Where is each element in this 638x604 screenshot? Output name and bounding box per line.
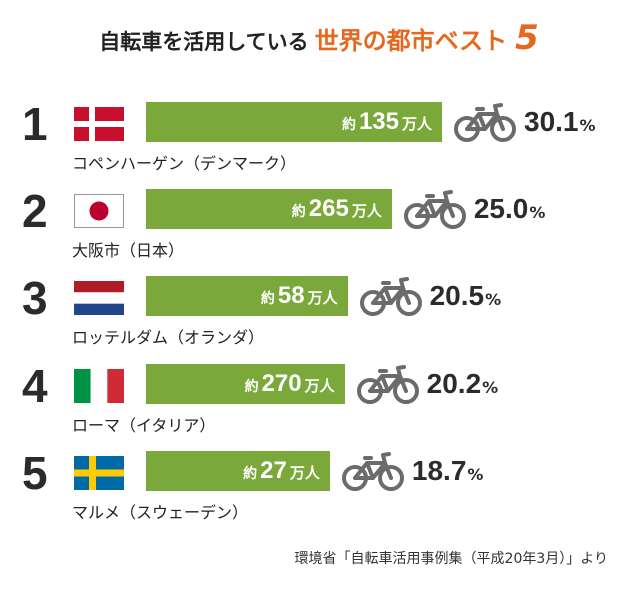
share-percent-sign: % [529, 203, 546, 222]
ranking-row: 2 約 265 万人 25.0% 大阪市（日本） [0, 185, 638, 275]
bar-label-value: 265 [308, 195, 349, 222]
share-value: 30.1 [524, 106, 579, 137]
city-label: ローマ（イタリア） [72, 416, 216, 435]
bicycle-icon [356, 365, 419, 404]
bar-label: 約 265 万人 [292, 189, 382, 229]
bar-label-unit: 万人 [351, 202, 382, 220]
share-label: 30.1% [524, 102, 596, 142]
bar-label-prefix: 約 [244, 379, 259, 395]
share-percent-sign: % [467, 465, 484, 484]
bar-label-value: 135 [358, 108, 399, 135]
bicycle-icon [359, 277, 422, 316]
source-note: 環境省「自転車活用事例集（平成20年3月）」より [294, 551, 608, 567]
city-label: コペンハーゲン（デンマーク） [72, 154, 297, 173]
share-value: 20.2 [426, 368, 482, 399]
share-value: 20.5 [429, 280, 485, 311]
share-label: 20.5% [430, 276, 502, 316]
rank-number: 4 [22, 360, 48, 412]
bar-label-unit: 万人 [289, 464, 320, 482]
chart-title: 自転車を活用している 世界の都市ベスト 5 [0, 18, 638, 58]
city-label: マルメ（スウェーデン） [72, 503, 249, 522]
share-label: 20.2% [427, 364, 499, 404]
title-part-1: 自転車を活用している [99, 30, 309, 54]
bar-label-prefix: 約 [243, 466, 258, 482]
bar-label-value: 58 [277, 282, 305, 309]
bar-label: 約 58 万人 [261, 276, 338, 316]
share-percent-sign: % [482, 378, 499, 397]
italy-flag [74, 369, 124, 403]
rank-number: 1 [22, 98, 48, 150]
share-value: 25.0 [473, 193, 529, 224]
rank-number: 3 [22, 272, 48, 324]
title-part-2: 世界の都市ベスト [314, 27, 508, 55]
share-label: 25.0% [474, 189, 546, 229]
ranking-row: 4 約 270 万人 20.2% ローマ（イタリア） [0, 360, 638, 450]
ranking-row: 3 約 58 万人 20.5% ロッテルダム（オランダ） [0, 272, 638, 362]
bar-label-prefix: 約 [341, 117, 356, 133]
japan-flag [74, 194, 124, 228]
bar-label: 約 135 万人 [342, 102, 432, 142]
share-label: 18.7% [412, 451, 484, 491]
share-value: 18.7 [411, 455, 467, 486]
bar-label-unit: 万人 [304, 377, 335, 395]
bar: 約 265 万人 [146, 189, 392, 229]
bar-label-value: 270 [261, 370, 302, 397]
bicycle-icon [454, 103, 516, 142]
rank-number: 5 [22, 447, 48, 499]
city-label: 大阪市（日本） [72, 241, 185, 260]
title-part-3: 5 [515, 18, 539, 58]
share-percent-sign: % [579, 116, 596, 135]
bar-label-unit: 万人 [307, 289, 338, 307]
bar-label-prefix: 約 [260, 291, 275, 307]
bar-label: 約 270 万人 [245, 364, 335, 404]
sweden-flag [74, 456, 124, 490]
bicycle-icon [341, 452, 404, 491]
bar: 約 27 万人 [146, 451, 330, 491]
bicycle-icon [403, 190, 466, 229]
bar-label-value: 27 [260, 457, 287, 484]
bar: 約 135 万人 [146, 102, 442, 142]
denmark-flag [74, 107, 124, 141]
city-label: ロッテルダム（オランダ） [72, 328, 265, 347]
bar-label: 約 27 万人 [243, 451, 320, 491]
bar-label-prefix: 約 [291, 204, 306, 220]
netherlands-flag [74, 281, 124, 315]
bar: 約 58 万人 [146, 276, 348, 316]
ranking-row: 5 約 27 万人 18.7% マルメ（スウェーデン） [0, 447, 638, 537]
ranking-row: 1 約 135 万人 30.1% コペンハーゲン（デンマーク） [0, 98, 638, 188]
bar: 約 270 万人 [146, 364, 345, 404]
share-percent-sign: % [485, 290, 502, 309]
rank-number: 2 [22, 185, 48, 237]
bar-label-unit: 万人 [401, 115, 432, 133]
